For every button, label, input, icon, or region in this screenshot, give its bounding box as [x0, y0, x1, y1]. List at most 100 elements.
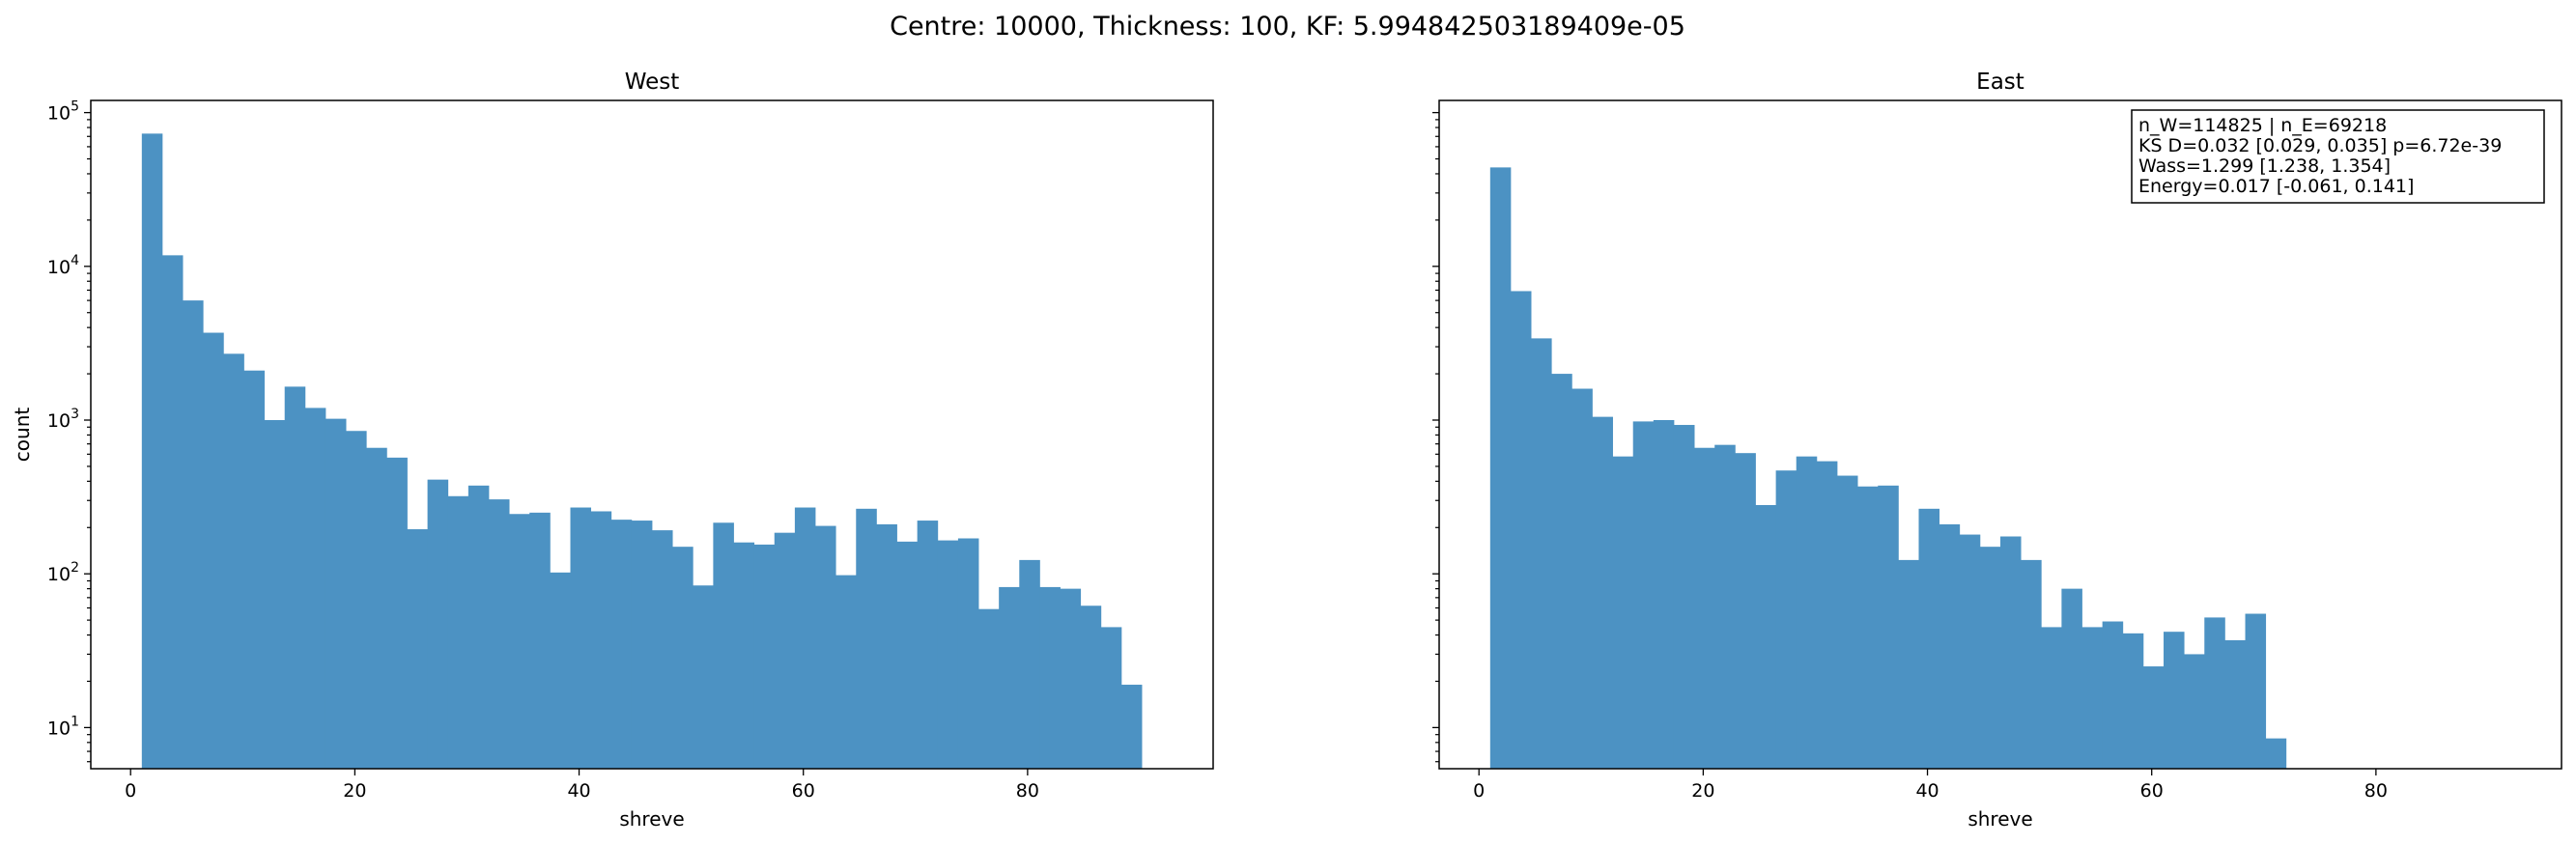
west-y-tick-label: 104	[47, 253, 79, 278]
east-panel: 0 20 40 60 80 East shreve n_W=114825 | n_E=6921…	[1432, 70, 2562, 831]
west-bar	[161, 255, 184, 769]
east-bar	[2204, 617, 2225, 769]
east-bar	[1918, 508, 1940, 769]
west-bar	[304, 408, 326, 769]
west-bar	[835, 575, 857, 769]
west-bar	[509, 514, 530, 769]
west-bar	[774, 532, 796, 769]
west-bar	[856, 508, 877, 769]
east-bar	[1592, 416, 1613, 769]
east-bar	[1653, 420, 1675, 769]
west-y-axis-label: count	[11, 408, 34, 463]
stats-line: Energy=0.017 [-0.061, 0.141]	[2138, 176, 2414, 197]
west-y-tick-label: 105	[47, 99, 79, 125]
east-bar	[2164, 632, 2185, 769]
west-bar	[529, 512, 551, 769]
west-bar	[183, 300, 204, 769]
west-bar	[978, 608, 1000, 769]
east-bar	[1755, 505, 1776, 769]
east-x-axis-label: shreve	[1967, 807, 2032, 831]
west-x-tick-label: 80	[1016, 780, 1039, 802]
east-bar	[1510, 291, 1532, 769]
west-bar	[1080, 606, 1102, 769]
west-bar	[693, 585, 714, 769]
east-bar	[2122, 633, 2144, 769]
east-bar	[2245, 613, 2267, 769]
east-bar	[2061, 588, 2082, 769]
east-bar	[1632, 421, 1655, 769]
east-bar	[1612, 456, 1634, 769]
east-bar	[1796, 456, 1818, 769]
east-bar	[2081, 627, 2104, 769]
east-title: East	[1976, 70, 2024, 95]
west-bar	[407, 529, 428, 769]
west-bars	[141, 133, 1143, 770]
west-bar	[1039, 586, 1061, 769]
west-bar	[223, 353, 244, 769]
east-bar	[1979, 547, 2001, 769]
east-bar	[1775, 470, 1798, 769]
east-bar	[2021, 559, 2042, 769]
east-bar	[1959, 534, 1981, 769]
west-bar	[917, 521, 939, 769]
east-bar	[1878, 485, 1899, 769]
west-bar	[550, 572, 571, 769]
west-bar	[652, 530, 673, 769]
east-bar	[2142, 666, 2165, 769]
east-bars	[1489, 167, 2287, 769]
west-bar	[386, 457, 408, 769]
east-x-tick-label: 20	[1691, 780, 1714, 802]
east-bar	[1735, 453, 1756, 769]
west-bar	[1100, 627, 1122, 769]
figure-suptitle: Centre: 10000, Thickness: 100, KF: 5.994…	[890, 12, 1685, 42]
west-ticks: 101 102 103 104 105 0 20 40 60 80	[47, 99, 1039, 802]
west-bar	[794, 507, 816, 769]
west-bar	[346, 431, 367, 769]
west-bar	[264, 420, 286, 769]
east-bar	[2184, 654, 2205, 769]
west-bar	[467, 485, 490, 769]
west-bar	[631, 521, 653, 769]
west-bar	[1120, 685, 1143, 769]
west-bar	[1019, 559, 1040, 769]
west-bar	[284, 386, 306, 769]
east-bar	[2041, 627, 2062, 769]
east-bar	[1694, 447, 1715, 769]
west-panel: 101 102 103 104 105 0 20 40 60 80 West shreve count	[11, 70, 1214, 831]
west-y-tick-label: 103	[47, 407, 79, 432]
east-bar	[1939, 523, 1961, 769]
west-axes-frame	[90, 99, 1214, 770]
west-bar	[610, 520, 633, 769]
west-bar	[1060, 588, 1082, 769]
east-bar	[1551, 374, 1572, 769]
east-axes-frame	[1438, 99, 2562, 770]
west-bar	[733, 542, 755, 769]
west-title: West	[625, 70, 680, 95]
west-x-tick-label: 40	[567, 780, 590, 802]
west-bar	[713, 522, 734, 769]
stats-box-frame	[2131, 109, 2545, 204]
west-x-axis-label: shreve	[619, 807, 684, 831]
stats-line: n_W=114825 | n_E=69218	[2138, 115, 2387, 136]
west-bar	[570, 507, 592, 769]
east-bar	[1898, 559, 1919, 769]
east-bar	[1836, 475, 1858, 769]
east-bar	[1816, 461, 1838, 769]
east-bar	[1673, 425, 1695, 769]
east-bar	[1489, 167, 1512, 769]
west-bar	[590, 511, 612, 769]
west-bar	[753, 544, 776, 769]
east-x-tick-label: 40	[1915, 780, 1939, 802]
east-x-tick-label: 80	[2364, 780, 2388, 802]
east-bar	[2102, 621, 2124, 769]
west-bar	[937, 540, 959, 769]
west-bar	[876, 523, 897, 769]
stats-line: KS D=0.032 [0.029, 0.035] p=6.72e-39	[2138, 135, 2502, 156]
west-bar	[447, 495, 469, 769]
west-bar	[366, 447, 387, 769]
west-x-tick-label: 60	[792, 780, 815, 802]
west-bar	[957, 538, 979, 769]
east-bar	[1571, 388, 1593, 769]
